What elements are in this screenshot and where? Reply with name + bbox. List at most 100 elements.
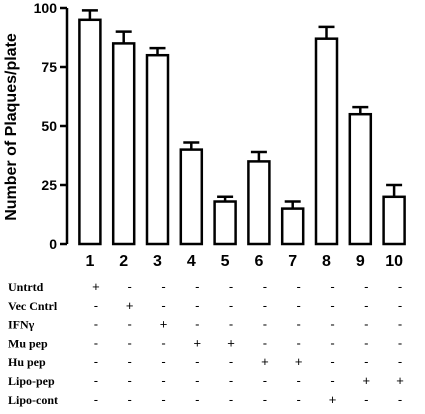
treatment-mark: - <box>161 279 165 294</box>
treatment-row-label: Untrtd <box>8 280 44 294</box>
y-tick-label: 0 <box>49 236 57 252</box>
treatment-mark: - <box>195 279 199 294</box>
treatment-mark: - <box>364 298 368 313</box>
treatment-mark: - <box>128 354 132 369</box>
treatment-mark: - <box>161 298 165 313</box>
treatment-mark: - <box>94 354 98 369</box>
treatment-mark: - <box>128 317 132 332</box>
treatment-mark: + <box>194 335 202 350</box>
treatment-mark: - <box>229 392 233 407</box>
treatment-mark: - <box>229 279 233 294</box>
treatment-mark: - <box>195 354 199 369</box>
y-axis-title: Number of Plaques/plate <box>3 33 20 221</box>
x-category-label: 5 <box>221 253 230 270</box>
treatment-mark: + <box>295 354 303 369</box>
treatment-mark: + <box>396 373 404 388</box>
x-category-label: 3 <box>153 253 162 270</box>
treatment-mark: - <box>195 373 199 388</box>
treatment-row-label: Mu pep <box>8 336 48 350</box>
treatment-mark: - <box>263 335 267 350</box>
treatment-row-label: Lipo-pep <box>8 374 55 388</box>
treatment-mark: + <box>227 335 235 350</box>
treatment-mark: - <box>330 298 334 313</box>
treatment-mark: - <box>128 392 132 407</box>
treatment-mark: - <box>161 335 165 350</box>
treatment-mark: - <box>297 392 301 407</box>
treatment-mark: - <box>330 354 334 369</box>
bar <box>179 148 204 246</box>
treatment-mark: - <box>364 335 368 350</box>
x-category-label: 4 <box>187 253 196 270</box>
treatment-row-label: Lipo-cont <box>8 393 58 407</box>
treatment-mark: + <box>160 317 168 332</box>
treatment-mark: - <box>398 354 402 369</box>
treatment-mark: - <box>398 392 402 407</box>
x-category-label: 7 <box>288 253 297 270</box>
x-category-label: 8 <box>322 253 331 270</box>
treatment-mark: - <box>297 335 301 350</box>
bar <box>78 18 102 246</box>
treatment-mark: - <box>364 317 368 332</box>
treatment-mark: - <box>94 335 98 350</box>
treatment-mark: - <box>398 335 402 350</box>
treatment-mark: - <box>263 279 267 294</box>
bar <box>111 42 136 246</box>
treatment-mark: - <box>94 298 98 313</box>
treatment-row-label: IFNγ <box>8 318 35 332</box>
treatment-mark: - <box>263 392 267 407</box>
x-category-label: 1 <box>85 253 94 270</box>
treatment-mark: - <box>263 317 267 332</box>
treatment-mark: - <box>229 354 233 369</box>
treatment-mark: - <box>128 373 132 388</box>
treatment-mark: - <box>364 279 368 294</box>
x-category-label: 2 <box>119 253 128 270</box>
bar <box>348 112 373 246</box>
x-category-label: 9 <box>356 253 365 270</box>
x-category-label: 10 <box>385 253 403 270</box>
treatment-mark: - <box>195 392 199 407</box>
bar <box>314 37 339 246</box>
bar <box>280 207 305 246</box>
treatment-mark: - <box>128 279 132 294</box>
treatment-mark: - <box>94 317 98 332</box>
treatment-mark: - <box>263 373 267 388</box>
treatment-mark: + <box>329 392 337 407</box>
treatment-mark: + <box>126 298 134 313</box>
treatment-mark: - <box>195 298 199 313</box>
y-tick-label: 100 <box>34 0 58 16</box>
bar <box>145 53 170 246</box>
y-tick-label: 75 <box>41 59 57 75</box>
treatment-row-label: Hu pep <box>8 355 46 369</box>
treatment-mark: + <box>261 354 269 369</box>
treatment-mark: - <box>398 298 402 313</box>
treatment-mark: - <box>161 392 165 407</box>
treatment-mark: + <box>92 279 100 294</box>
plot-area: 0 25 50 75 100 1 2 3 4 5 6 7 8 9 10 <box>34 0 406 270</box>
treatment-mark: - <box>297 317 301 332</box>
treatment-mark: - <box>398 317 402 332</box>
treatment-mark: - <box>94 373 98 388</box>
treatment-mark: - <box>229 298 233 313</box>
bar <box>382 195 406 246</box>
treatment-mark: - <box>297 373 301 388</box>
treatment-mark: - <box>330 373 334 388</box>
bar <box>247 160 271 246</box>
treatment-mark: - <box>161 373 165 388</box>
treatment-mark: - <box>161 354 165 369</box>
y-tick-label: 25 <box>41 177 57 193</box>
treatment-mark: - <box>195 317 199 332</box>
treatment-mark: - <box>229 373 233 388</box>
treatment-mark: - <box>398 279 402 294</box>
y-tick-label: 50 <box>41 118 57 134</box>
treatment-mark: - <box>94 392 98 407</box>
treatment-mark: + <box>363 373 371 388</box>
treatment-mark: - <box>128 335 132 350</box>
treatment-mark: - <box>330 279 334 294</box>
treatment-mark: - <box>364 392 368 407</box>
treatment-mark: - <box>297 298 301 313</box>
treatment-mark: - <box>364 354 368 369</box>
treatment-mark: - <box>297 279 301 294</box>
x-category-label: 6 <box>254 253 263 270</box>
